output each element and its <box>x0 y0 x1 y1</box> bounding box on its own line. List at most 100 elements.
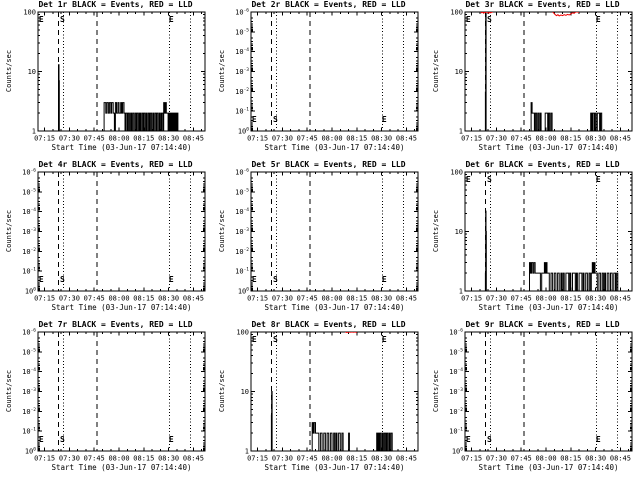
event-letter-E: E <box>596 15 601 24</box>
plot-canvas-det-2r: 07:15 07:30 07:45 08:00 08:15 08:30 08:45 100 10… <box>235 8 419 143</box>
event-letter-E: E <box>39 275 44 284</box>
y-tick-label: 10-2 <box>449 407 463 416</box>
x-tick-label: 08:45 <box>610 135 631 143</box>
y-tick-label: 10-2 <box>235 247 249 256</box>
event-letter-E: E <box>252 335 257 344</box>
y-tick-label: 10-1 <box>235 267 249 276</box>
plot-box <box>464 331 633 452</box>
panel-title: Det 4r BLACK = Events, RED = LLD <box>38 160 193 169</box>
x-tick-label: 08:30 <box>585 455 606 463</box>
event-letter-S: S <box>273 115 278 124</box>
x-tick-label: 08:15 <box>346 455 367 463</box>
y-tick-label: 100 <box>25 287 36 296</box>
y-tick-label: 10-5 <box>235 187 249 196</box>
y-tick-label: 10-1 <box>235 107 249 116</box>
x-tick-label: 08:15 <box>560 455 581 463</box>
x-tick-label: 07:15 <box>34 295 55 303</box>
y-axis-label: Counts/sec <box>5 49 13 93</box>
y-tick-label: 10-5 <box>22 347 36 356</box>
event-letter-E: E <box>466 175 471 184</box>
panel-det-7r: 07:15 07:30 07:45 08:00 08:15 08:30 08:45 100 10… <box>0 320 213 480</box>
event-letter-S: S <box>60 275 65 284</box>
x-tick-label: 07:30 <box>59 135 80 143</box>
x-tick-label: 08:00 <box>108 455 129 463</box>
event-letter-E: E <box>169 435 174 444</box>
y-tick-label: 10-2 <box>22 247 36 256</box>
x-tick-label: 08:30 <box>371 455 392 463</box>
plot-canvas-det-3r: 07:15 07:30 07:45 08:00 08:15 08:30 08:45 1 10 10… <box>450 9 633 143</box>
x-tick-label: 08:15 <box>346 135 367 143</box>
x-tick-label: 08:00 <box>321 455 342 463</box>
x-tick-label: 07:30 <box>59 295 80 303</box>
y-tick-label: 10 <box>455 228 463 236</box>
y-tick-label: 10-6 <box>235 8 249 17</box>
x-axis-label: Start Time (03-Jun-17 07:14:40) <box>51 303 192 312</box>
series-events <box>484 210 619 291</box>
plot-canvas-det-6r: 07:15 07:30 07:45 08:00 08:15 08:30 08:45 1 10 10… <box>450 169 633 303</box>
plot-canvas-det-4r: 07:15 07:30 07:45 08:00 08:15 08:30 08:45 100 10… <box>22 168 206 303</box>
y-tick-label: 1 <box>245 448 249 456</box>
panel-title: Det 1r BLACK = Events, RED = LLD <box>38 0 193 9</box>
y-tick-label: 100 <box>452 447 463 456</box>
y-tick-label: 10-5 <box>22 187 36 196</box>
plot-canvas-det-9r: 07:15 07:30 07:45 08:00 08:15 08:30 08:45 100 10… <box>449 328 633 463</box>
x-tick-label: 07:15 <box>247 135 268 143</box>
y-axis-label: Counts/sec <box>218 49 226 93</box>
y-tick-label: 1 <box>32 128 36 136</box>
x-axis-label: Start Time (03-Jun-17 07:14:40) <box>264 463 405 472</box>
y-tick-label: 10-3 <box>235 227 249 236</box>
x-axis-label: Start Time (03-Jun-17 07:14:40) <box>478 143 619 152</box>
plot-box <box>250 171 419 292</box>
plot-area-det-4r: 07:15 07:30 07:45 08:00 08:15 08:30 08:45 100 10… <box>22 168 206 303</box>
plot-canvas-det-5r: 07:15 07:30 07:45 08:00 08:15 08:30 08:45 100 10… <box>235 168 419 303</box>
x-tick-label: 07:30 <box>486 295 507 303</box>
event-letter-S: S <box>487 435 492 444</box>
x-tick-label: 07:45 <box>297 455 318 463</box>
x-tick-label: 08:45 <box>610 295 631 303</box>
event-letter-E: E <box>252 275 257 284</box>
y-tick-label: 10-4 <box>449 367 463 376</box>
y-tick-label: 10-6 <box>235 168 249 177</box>
panel-title: Det 5r BLACK = Events, RED = LLD <box>251 160 406 169</box>
x-tick-label: 08:00 <box>108 295 129 303</box>
panel-title: Det 3r BLACK = Events, RED = LLD <box>465 0 620 9</box>
plot-area-det-9r: 07:15 07:30 07:45 08:00 08:15 08:30 08:45 100 10… <box>449 328 633 463</box>
event-letter-S: S <box>273 275 278 284</box>
x-tick-label: 08:30 <box>371 295 392 303</box>
y-tick-label: 100 <box>236 329 249 337</box>
panel-title: Det 7r BLACK = Events, RED = LLD <box>38 320 193 329</box>
y-tick-label: 1 <box>459 288 463 296</box>
x-axis-label: Start Time (03-Jun-17 07:14:40) <box>51 143 192 152</box>
x-tick-label: 08:45 <box>396 295 417 303</box>
event-letter-E: E <box>169 275 174 284</box>
x-tick-label: 08:15 <box>133 135 154 143</box>
x-tick-label: 07:15 <box>247 455 268 463</box>
y-tick-label: 10-6 <box>22 168 36 177</box>
plot-canvas-det-1r: 07:15 07:30 07:45 08:00 08:15 08:30 08:45 1 10 10… <box>23 9 206 143</box>
x-tick-label: 07:15 <box>247 295 268 303</box>
y-tick-label: 100 <box>238 287 249 296</box>
y-axis-label: Counts/sec <box>5 369 13 413</box>
event-letter-E: E <box>466 435 471 444</box>
y-tick-label: 10-3 <box>22 227 36 236</box>
y-tick-label: 10-1 <box>449 427 463 436</box>
y-axis-label: Counts/sec <box>432 209 440 253</box>
plot-area-det-7r: 07:15 07:30 07:45 08:00 08:15 08:30 08:45 100 10… <box>22 328 206 463</box>
x-tick-label: 07:45 <box>511 295 532 303</box>
x-axis-label: Start Time (03-Jun-17 07:14:40) <box>264 143 405 152</box>
x-tick-label: 08:30 <box>585 295 606 303</box>
y-tick-label: 100 <box>23 9 36 17</box>
x-axis-label: Start Time (03-Jun-17 07:14:40) <box>51 463 192 472</box>
x-tick-label: 08:45 <box>396 135 417 143</box>
series-events <box>270 391 393 451</box>
x-tick-label: 07:15 <box>461 455 482 463</box>
x-tick-label: 08:30 <box>585 135 606 143</box>
y-tick-label: 10-6 <box>22 328 36 337</box>
plot-area-det-5r: 07:15 07:30 07:45 08:00 08:15 08:30 08:45 100 10… <box>235 168 419 303</box>
y-tick-label: 10-1 <box>22 427 36 436</box>
y-tick-label: 10 <box>28 68 36 76</box>
event-letter-E: E <box>169 15 174 24</box>
x-tick-label: 08:00 <box>535 455 556 463</box>
panel-det-8r: 07:15 07:30 07:45 08:00 08:15 08:30 08:45 1 10 10… <box>213 320 426 480</box>
